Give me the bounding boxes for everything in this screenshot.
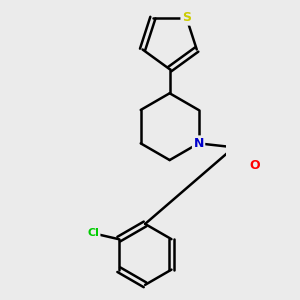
Text: Cl: Cl bbox=[87, 228, 99, 238]
Text: N: N bbox=[194, 137, 204, 150]
Text: O: O bbox=[249, 160, 260, 172]
Text: S: S bbox=[182, 11, 191, 24]
